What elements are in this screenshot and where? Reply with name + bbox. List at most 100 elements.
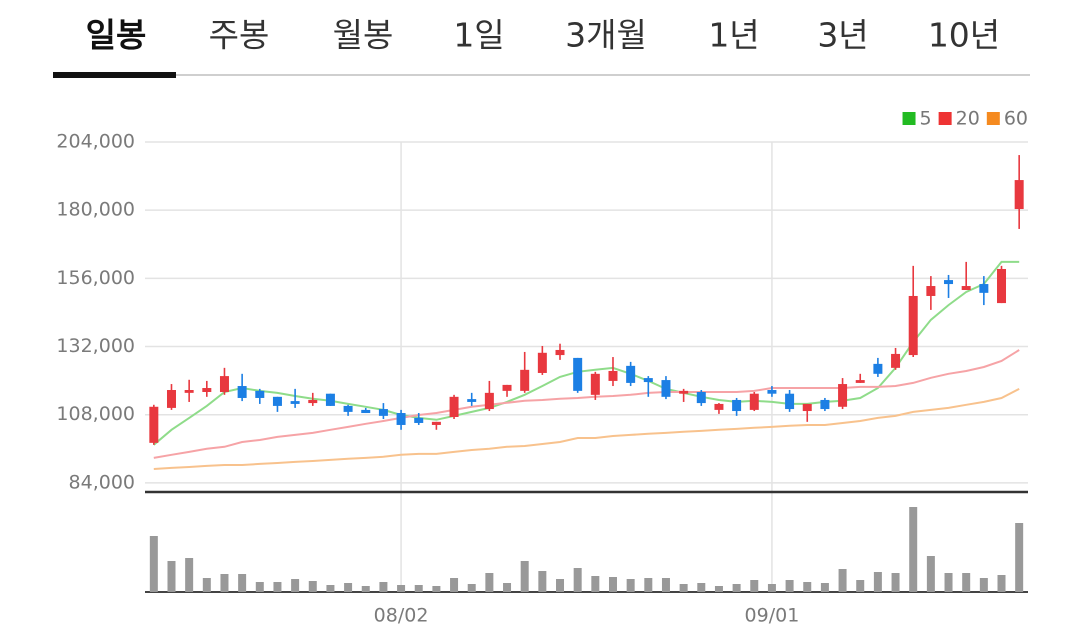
moving-average-line	[153, 349, 1020, 459]
candle-body	[643, 378, 653, 383]
tab[interactable]: 3개월	[565, 16, 647, 55]
candle-body	[679, 390, 689, 394]
candle-body	[661, 380, 671, 397]
candle-body	[308, 399, 318, 404]
y-tick-label: 180,000	[56, 199, 135, 221]
y-tick-label: 204,000	[56, 131, 135, 153]
volume-bar	[273, 582, 282, 592]
tab[interactable]: 1년	[708, 16, 759, 55]
volume-bar	[202, 578, 211, 592]
volume-bar	[538, 571, 547, 592]
candle-body	[891, 353, 901, 368]
candle-body	[467, 399, 477, 402]
candle-body	[343, 405, 353, 412]
volume-bar	[803, 582, 812, 592]
tab[interactable]: 월봉	[333, 16, 394, 55]
tab[interactable]: 3년	[817, 16, 868, 55]
volume-bar	[891, 573, 900, 592]
volume-bar	[962, 573, 971, 592]
volume-bar	[626, 579, 635, 592]
candle-body	[255, 390, 265, 398]
volume-bar	[520, 561, 529, 592]
volume-bar	[149, 536, 158, 592]
candle-body	[626, 365, 636, 383]
volume-bar	[167, 561, 176, 592]
candle-body	[997, 268, 1007, 304]
candle-body	[838, 384, 848, 407]
volume-bar	[697, 583, 706, 592]
volume-bar	[767, 584, 776, 592]
tab[interactable]: 주봉	[209, 16, 270, 55]
legend-label: 60	[1004, 108, 1028, 130]
candle-body	[502, 384, 512, 391]
candle-body	[272, 396, 282, 406]
candle-body	[714, 403, 724, 410]
legend-label: 20	[956, 108, 980, 130]
candle-body	[785, 393, 795, 410]
volume-bar	[185, 558, 194, 592]
candle-body	[608, 370, 618, 381]
volume-bar	[732, 584, 741, 592]
tab[interactable]: 10년	[928, 16, 1000, 55]
volume-bar	[326, 585, 335, 592]
candle-body	[537, 352, 547, 373]
candle-body	[573, 357, 583, 391]
candle-body	[961, 286, 971, 291]
candle-body	[237, 386, 247, 398]
volume-bar	[909, 507, 918, 592]
y-tick-label: 108,000	[56, 403, 135, 425]
candle-body	[396, 413, 406, 425]
candle-body	[219, 376, 229, 392]
volume-bar	[379, 582, 388, 592]
volume-bar	[450, 578, 459, 592]
y-tick-label: 156,000	[56, 267, 135, 289]
volume-bar	[714, 586, 723, 592]
volume-bar	[432, 586, 441, 592]
candle-body	[555, 349, 565, 356]
volume-bar	[926, 556, 935, 592]
legend-label: 5	[920, 108, 932, 130]
volume-bar	[503, 583, 512, 592]
x-tick-label: 08/02	[374, 605, 429, 627]
candle-body	[696, 392, 706, 404]
candle-body	[166, 390, 176, 408]
volume-bar	[679, 584, 688, 592]
volume-bar	[644, 578, 653, 592]
volume-bar	[820, 583, 829, 592]
candle-body	[732, 399, 742, 412]
volume-bar	[556, 579, 565, 592]
y-tick-label: 132,000	[56, 335, 135, 357]
legend-swatch	[902, 112, 916, 125]
volume-bar	[997, 575, 1006, 592]
candle-body	[290, 401, 300, 404]
candle-body	[873, 363, 883, 374]
candle-body	[325, 393, 335, 406]
legend-swatch	[986, 112, 1000, 125]
candle-body	[944, 280, 954, 285]
candle-body	[149, 406, 159, 443]
tab[interactable]: 1일	[453, 16, 504, 55]
candle-body	[414, 417, 424, 423]
candle-body	[484, 392, 494, 410]
moving-average-line	[153, 388, 1020, 470]
volume-bar	[467, 584, 476, 592]
candle-body	[202, 388, 212, 392]
volume-bar	[979, 578, 988, 592]
volume-bar	[1015, 523, 1024, 592]
volume-bar	[785, 580, 794, 592]
volume-bar	[255, 582, 264, 592]
volume-bar	[414, 585, 423, 592]
candle-body	[855, 380, 865, 383]
volume-bar	[397, 585, 406, 592]
tab[interactable]: 일봉	[86, 16, 147, 55]
volume-bar	[485, 573, 494, 592]
y-tick-label: 84,000	[69, 471, 135, 493]
x-tick-label: 09/01	[745, 605, 800, 627]
volume-bar	[344, 583, 353, 592]
candle-body	[1014, 180, 1024, 210]
tab-underline	[53, 72, 176, 78]
volume-bar	[361, 586, 370, 592]
legend-swatch	[938, 112, 952, 125]
volume-bar	[750, 580, 759, 592]
